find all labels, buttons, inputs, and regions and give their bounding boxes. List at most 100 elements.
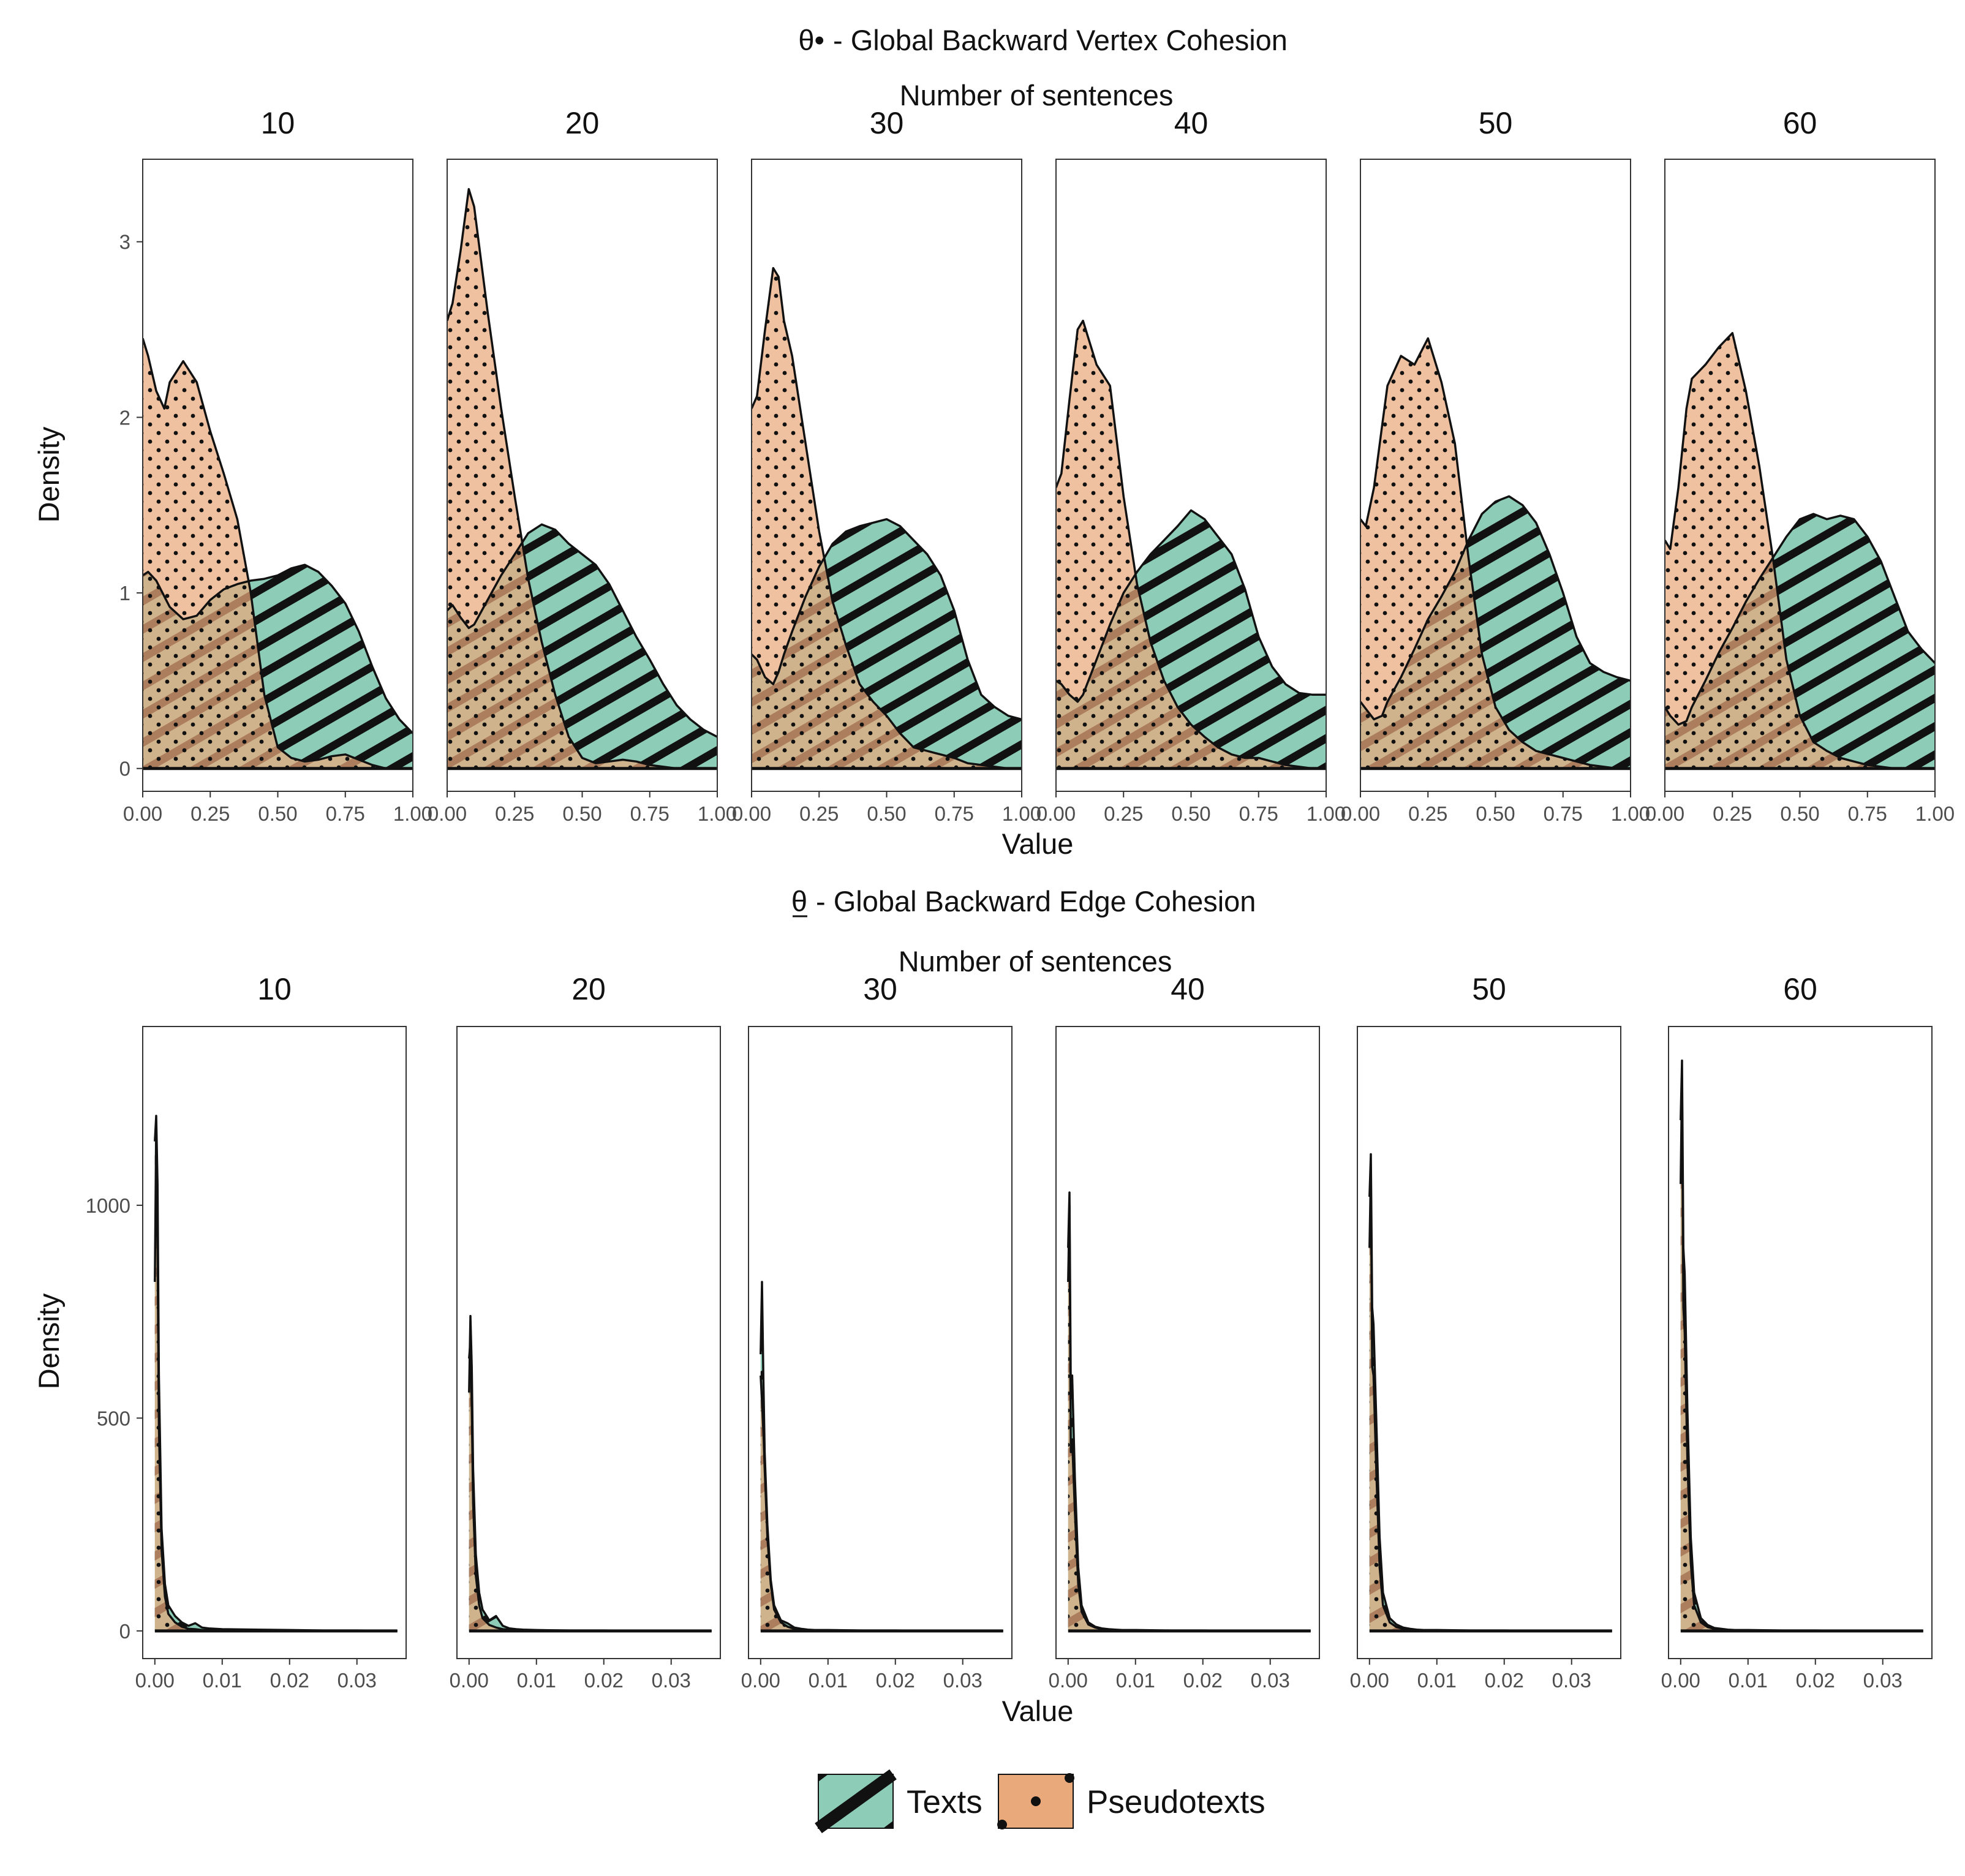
texts-density-area: [1068, 1192, 1311, 1631]
x-tick-label: 0.02: [1485, 1669, 1524, 1692]
bottom-panel-20: 20 0.00 0.01 0.02 0.03: [450, 972, 721, 1692]
x-tick-label: 0.75: [1848, 802, 1887, 825]
top-panel-60: 60 0.00 0.25 0.50 0.75 1.00: [1645, 106, 1955, 825]
x-tick-label: 0.75: [630, 802, 669, 825]
pseudotexts-density-line: [1067, 1204, 1311, 1632]
texts-density-area: [760, 1282, 1003, 1631]
x-tick-label: 0.00: [1036, 802, 1076, 825]
pseudotexts-density-line: [1368, 1170, 1612, 1632]
bottom-density-areas: [468, 1314, 712, 1633]
bottom-facet-label-50: 50: [1472, 972, 1506, 1006]
bottom-facet-label-60: 60: [1783, 972, 1817, 1006]
x-tick-label: 0.50: [1476, 802, 1515, 825]
bottom-facet-label-20: 20: [571, 972, 606, 1006]
y-tick-label: 0: [119, 758, 130, 780]
top-panel-50: 50 0.00 0.25 0.50 0.75 1.00: [1341, 106, 1650, 825]
x-tick-label: 0.75: [1239, 802, 1278, 825]
x-tick-label: 0.02: [584, 1669, 624, 1692]
x-tick-label: 0.00: [450, 1669, 489, 1692]
bottom-chart-title: θ - Global Backward Edge Cohesion: [791, 885, 1256, 917]
bottom-title-symbol: θ: [791, 885, 807, 917]
x-tick-label: 0.01: [1729, 1669, 1768, 1692]
pseudotexts-density-dots: [1068, 1205, 1311, 1631]
texts-density-line: [1056, 509, 1326, 703]
top-density-areas: [752, 266, 1022, 770]
x-tick-label: 0.00: [1049, 1669, 1088, 1692]
texts-density-hatch: [1068, 1192, 1311, 1631]
top-facet-label-20: 20: [565, 106, 600, 140]
top-density-areas: [1056, 319, 1326, 770]
x-tick-label: 0.03: [1552, 1669, 1591, 1692]
texts-density-line: [1360, 495, 1631, 721]
x-tick-label: 1.00: [393, 802, 432, 825]
top-y-axis-title: Density: [32, 426, 65, 522]
pseudotexts-density-area: [760, 1375, 1003, 1631]
top-facet-title: Number of sentences: [900, 79, 1174, 111]
bottom-panel-10: 10 0.00 0.01 0.02 0.03 0 500 1000: [86, 972, 407, 1692]
texts-density-area: [1680, 1060, 1923, 1631]
x-tick-label: 0.03: [1863, 1669, 1903, 1692]
top-facet-label-10: 10: [261, 106, 295, 140]
texts-density-area: [469, 1316, 712, 1631]
bottom-density-areas: [760, 1281, 1003, 1633]
top-chart-title: θ• - Global Backward Vertex Cohesion: [798, 24, 1288, 56]
x-tick-label: 0.00: [123, 802, 162, 825]
x-tick-label: 0.00: [1350, 1669, 1389, 1692]
x-tick-label: 0.03: [338, 1669, 377, 1692]
texts-density-hatch: [1680, 1060, 1923, 1631]
pseudotexts-density-area: [154, 1128, 398, 1631]
x-tick-label: 0.00: [732, 802, 771, 825]
x-tick-label: 0.01: [809, 1669, 848, 1692]
legend-key-texts: [815, 1769, 897, 1834]
pseudotexts-density-area: [469, 1341, 712, 1631]
legend-key-pseudotexts: [997, 1773, 1074, 1829]
top-panel-10: 10 0.00 0.25 0.50 0.75 1.00 0 1 2 3: [119, 106, 432, 825]
x-tick-label: 0.50: [867, 802, 906, 825]
bottom-panel-border: [142, 1026, 407, 1659]
bottom-density-areas: [1680, 1059, 1923, 1633]
bottom-density-areas: [1368, 1153, 1612, 1633]
x-tick-label: 0.25: [495, 802, 534, 825]
y-tick-label: 3: [119, 231, 130, 254]
pseudotexts-density-line: [1360, 337, 1631, 770]
x-tick-label: 0.01: [517, 1669, 556, 1692]
texts-density-area: [1369, 1154, 1612, 1631]
bottom-panel-border: [456, 1026, 721, 1659]
bottom-facet-title: Number of sentences: [899, 945, 1172, 978]
legend-pseudotexts-dot-corner: [1065, 1773, 1074, 1783]
x-tick-label: 0.00: [741, 1669, 780, 1692]
pseudotexts-density-dots: [143, 338, 413, 769]
pseudotexts-density-line: [1056, 319, 1326, 770]
x-tick-label: 0.25: [190, 802, 230, 825]
x-tick-label: 0.01: [1116, 1669, 1155, 1692]
legend-texts-corner-b: [883, 1821, 893, 1828]
texts-density-line: [752, 518, 1022, 721]
bottom-panel-50: 50 0.00 0.01 0.02 0.03: [1350, 972, 1621, 1692]
top-panel-40: 40 0.00 0.25 0.50 0.75 1.00: [1036, 106, 1346, 825]
top-x-axis-title: Value: [1002, 827, 1074, 860]
bottom-panel-border: [1668, 1026, 1933, 1659]
legend-pseudotexts-label: Pseudotexts: [1087, 1784, 1265, 1820]
texts-density-line: [468, 1314, 712, 1632]
bottom-facet-label-10: 10: [257, 972, 292, 1006]
pseudotexts-density-line: [752, 266, 1022, 770]
x-tick-label: 0.03: [943, 1669, 982, 1692]
bottom-panels: 10 0.00 0.01 0.02 0.03 0 500 1000 20 0.00 0.01 0.02…: [86, 972, 1933, 1692]
x-tick-label: 0.50: [1780, 802, 1819, 825]
bottom-facet-label-30: 30: [863, 972, 897, 1006]
y-tick-label: 0: [119, 1620, 130, 1643]
legend-pseudotexts-dot: [1031, 1796, 1041, 1806]
bottom-panel-border: [748, 1026, 1013, 1659]
texts-density-hatch: [760, 1282, 1003, 1631]
x-tick-label: 0.02: [270, 1669, 309, 1692]
pseudotexts-density-line: [468, 1340, 712, 1632]
x-tick-label: 0.25: [1104, 802, 1143, 825]
pseudotexts-density-area: [1369, 1171, 1612, 1631]
bottom-title-text: - Global Backward Edge Cohesion: [816, 885, 1256, 917]
x-tick-label: 0.75: [1544, 802, 1583, 825]
pseudotexts-density-line: [154, 1128, 398, 1632]
pseudotexts-density-dots: [760, 1375, 1003, 1631]
texts-density-line: [1665, 513, 1935, 726]
texts-density-hatch: [1369, 1154, 1612, 1631]
